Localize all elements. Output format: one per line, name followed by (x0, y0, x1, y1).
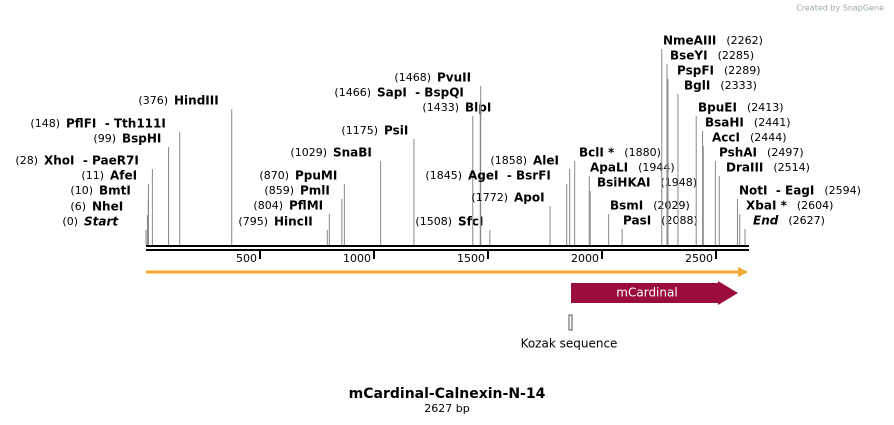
site-name: PasI (623, 214, 651, 228)
site-position: (2413) (747, 101, 784, 114)
site-position: (28) (15, 154, 38, 167)
subtitle: 2627 bp (424, 402, 469, 415)
site-position: (1772) (471, 191, 508, 204)
site-position: (2594) (824, 184, 861, 197)
site-name: AccI (712, 131, 740, 145)
site-name: XbaI * (746, 199, 788, 213)
site-name: BsmI (610, 199, 643, 213)
feature-label: mCardinal (616, 286, 677, 300)
site-position: (1175) (341, 124, 378, 137)
site-name: NotI - EagI (739, 184, 814, 198)
site-position: (10) (70, 184, 93, 197)
site-name: PshAI (719, 146, 757, 160)
site-position: (1468) (394, 71, 431, 84)
feature-arrow (571, 281, 738, 305)
site-name: End (753, 214, 779, 228)
ruler-label: 1000 (343, 252, 371, 265)
site-position: (1508) (415, 215, 452, 228)
sequence-arrow (738, 267, 748, 277)
ruler-label: 2000 (571, 252, 599, 265)
site-position: (1858) (490, 154, 527, 167)
site-position: (2627) (788, 214, 825, 227)
site-name: ApoI (514, 191, 545, 205)
ruler-label: 500 (236, 252, 257, 265)
site-name: NheI (92, 200, 123, 214)
credit: Created by SnapGene (796, 4, 884, 13)
site-position: (804) (253, 199, 283, 212)
site-position: (1466) (334, 86, 371, 99)
site-name: BseYI (670, 49, 708, 63)
site-position: (1944) (638, 161, 675, 174)
site-position: (1433) (422, 101, 459, 114)
site-position: (1845) (425, 169, 462, 182)
site-position: (2514) (773, 161, 810, 174)
kozak-box (568, 314, 573, 331)
site-position: (0) (62, 215, 78, 228)
site-name: ApaLI (590, 161, 628, 175)
site-name: AfeI (110, 169, 137, 183)
title: mCardinal-Calnexin-N-14 (349, 386, 546, 402)
site-position: (870) (259, 169, 289, 182)
site-name: Start (84, 215, 119, 229)
site-name: BclI * (579, 146, 615, 160)
site-position: (2029) (653, 199, 690, 212)
site-name: DraIII (726, 161, 763, 175)
site-position: (2088) (661, 214, 698, 227)
site-name: NmeAIII (663, 34, 716, 48)
site-name: XhoI - PaeR7I (44, 154, 139, 168)
site-name: SfcI (458, 215, 483, 229)
site-name: PsiI (384, 124, 408, 138)
site-name: BpuEI (698, 101, 737, 115)
site-name: BspHI (122, 132, 161, 146)
site-position: (11) (81, 169, 104, 182)
site-position: (148) (30, 117, 60, 130)
site-position: (2289) (724, 64, 761, 77)
site-name: BsiHKAI (597, 176, 651, 190)
site-position: (2333) (720, 79, 757, 92)
site-name: BsaHI (705, 116, 744, 130)
site-position: (2604) (797, 199, 834, 212)
site-position: (2497) (767, 146, 804, 159)
site-position: (859) (264, 184, 294, 197)
site-name: BlpI (465, 101, 491, 115)
site-name: SnaBI (333, 146, 372, 160)
site-name: HincII (274, 215, 313, 229)
site-name: AgeI - BsrFI (468, 169, 551, 183)
site-position: (1880) (624, 146, 661, 159)
site-name: SapI - BspQI (377, 86, 464, 100)
site-name: HindIII (174, 94, 219, 108)
site-position: (376) (138, 94, 168, 107)
site-position: (99) (93, 132, 116, 145)
site-name: BglI (684, 79, 710, 93)
site-name: PvuII (437, 71, 471, 85)
site-name: PflFI - Tth111I (66, 117, 166, 131)
site-position: (1948) (661, 176, 698, 189)
site-position: (1029) (290, 146, 327, 159)
site-position: (2444) (750, 131, 787, 144)
site-name: PspFI (677, 64, 714, 78)
site-name: PpuMI (295, 169, 337, 183)
site-position: (2285) (718, 49, 755, 62)
site-name: BmtI (99, 184, 131, 198)
ruler-label: 2500 (685, 252, 713, 265)
site-name: AleI (533, 154, 559, 168)
ruler-label: 1500 (457, 252, 485, 265)
site-position: (6) (70, 200, 86, 213)
feature-label: Kozak sequence (521, 337, 618, 351)
site-position: (795) (238, 215, 268, 228)
site-position: (2262) (726, 34, 763, 47)
site-position: (2441) (754, 116, 791, 129)
site-name: PmlI (300, 184, 330, 198)
site-name: PflMI (289, 199, 323, 213)
